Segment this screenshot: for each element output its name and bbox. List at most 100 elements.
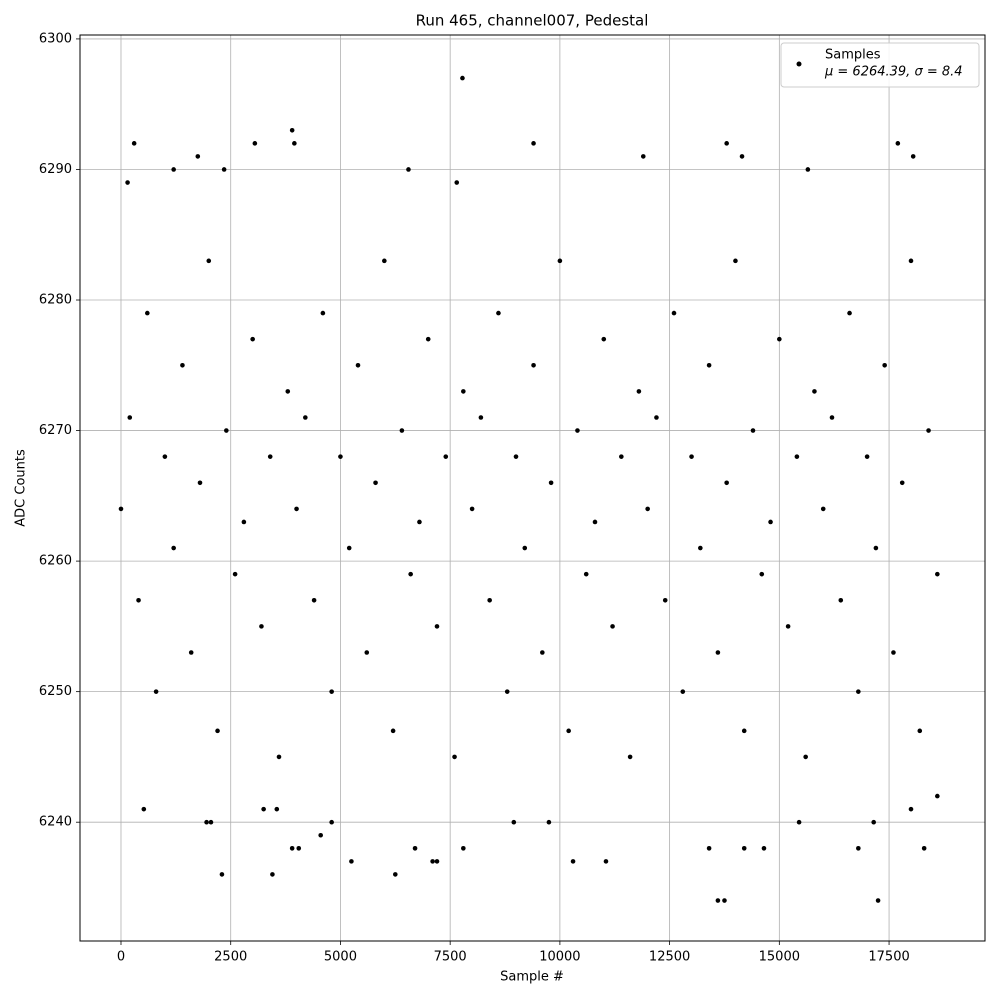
point	[724, 141, 729, 146]
point	[777, 336, 782, 342]
point	[838, 597, 844, 603]
point	[899, 480, 905, 486]
point	[645, 506, 650, 512]
x-tick-label: 0	[117, 950, 125, 965]
point	[461, 389, 466, 394]
point	[241, 519, 247, 525]
point	[417, 519, 422, 525]
point	[680, 689, 686, 694]
point	[566, 728, 571, 734]
point	[513, 454, 519, 459]
point	[270, 872, 275, 877]
point	[601, 336, 607, 342]
point	[136, 597, 141, 603]
point	[197, 480, 203, 486]
point	[204, 819, 209, 825]
x-tick-label: 5000	[324, 950, 357, 965]
point	[382, 258, 387, 264]
point	[364, 650, 370, 655]
x-tick-label: 12500	[649, 950, 690, 965]
point	[430, 859, 435, 864]
point	[856, 846, 861, 851]
point	[882, 362, 887, 368]
point	[454, 180, 460, 185]
point	[276, 754, 282, 760]
point	[935, 571, 940, 577]
point	[261, 806, 266, 812]
point	[171, 167, 176, 172]
point	[346, 545, 352, 551]
point	[761, 846, 767, 851]
point	[329, 819, 334, 825]
point	[847, 310, 852, 316]
point	[715, 650, 721, 655]
point	[221, 167, 227, 172]
y-tick-label: 6250	[39, 684, 72, 699]
point	[224, 428, 229, 433]
point	[820, 506, 826, 512]
y-tick-label: 6240	[39, 815, 72, 830]
point	[706, 362, 712, 368]
x-tick-label: 7500	[434, 950, 467, 965]
point	[285, 389, 291, 394]
point	[610, 624, 615, 629]
point	[141, 806, 147, 812]
y-tick-label: 6270	[39, 423, 72, 438]
x-tick-label: 17500	[868, 950, 909, 965]
x-tick-label: 10000	[539, 950, 580, 965]
y-tick-label: 6290	[39, 162, 72, 177]
point	[208, 819, 214, 825]
point	[434, 859, 440, 864]
point	[131, 141, 137, 146]
point	[206, 258, 212, 264]
point	[540, 650, 545, 655]
point	[195, 154, 201, 159]
point	[715, 898, 721, 903]
point	[412, 846, 418, 851]
point	[289, 846, 295, 851]
point	[188, 650, 194, 655]
y-tick-label: 6300	[39, 31, 72, 46]
point	[127, 415, 133, 420]
legend-label: Samples	[825, 48, 881, 63]
point	[355, 362, 361, 368]
point	[294, 506, 299, 512]
point	[856, 689, 861, 694]
point	[531, 362, 536, 368]
point	[425, 336, 431, 342]
point	[252, 141, 258, 146]
point	[891, 650, 896, 655]
legend-marker	[796, 61, 802, 67]
point	[557, 258, 563, 264]
x-axis-label: Sample #	[500, 970, 564, 985]
point	[125, 180, 130, 185]
point	[219, 872, 225, 877]
point	[504, 689, 510, 694]
point	[171, 545, 176, 551]
point	[662, 597, 668, 603]
point	[583, 571, 589, 577]
legend-stats: μ = 6264.39, σ = 8.4	[824, 65, 963, 80]
point	[706, 846, 712, 851]
point	[311, 597, 317, 603]
point	[250, 336, 255, 342]
point	[511, 819, 517, 825]
point	[296, 846, 302, 851]
point	[671, 310, 677, 316]
point	[917, 728, 923, 734]
point	[215, 728, 220, 734]
x-tick-label: 2500	[214, 950, 247, 965]
point	[910, 154, 916, 159]
point	[935, 793, 940, 799]
point	[373, 480, 378, 486]
point	[349, 859, 354, 864]
point	[118, 506, 124, 512]
point	[487, 597, 492, 603]
plot-frame	[79, 34, 986, 942]
y-tick-label: 6260	[39, 554, 72, 569]
point	[531, 141, 536, 146]
point	[461, 846, 466, 851]
point	[750, 428, 756, 433]
point	[292, 141, 297, 146]
